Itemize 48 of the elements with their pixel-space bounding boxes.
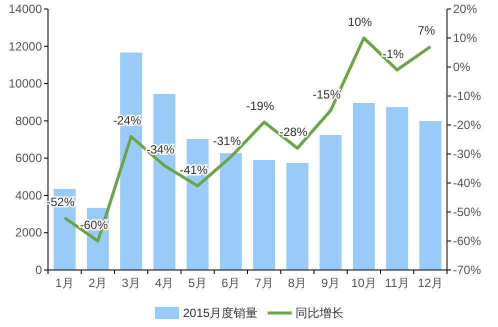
y2-tick-label: -50% [453, 205, 482, 219]
y2-tick-label: 0% [453, 60, 471, 74]
x-tick-label: 12月 [418, 276, 444, 290]
x-tick-label: 6月 [222, 276, 240, 290]
y-tick-label: 6000 [15, 151, 42, 166]
bar [220, 153, 242, 270]
bar [320, 135, 342, 270]
data-label: -19% [246, 99, 274, 114]
x-tick-label: 9月 [321, 276, 340, 290]
x-tick-label: 7月 [254, 276, 274, 290]
y-tick-label: 14000 [8, 2, 42, 16]
y2-tick-label: 10% [453, 31, 478, 45]
bar [386, 107, 408, 270]
bar [419, 121, 442, 270]
y2-tick-label: -70% [453, 263, 482, 277]
y-tick-label: 8000 [15, 114, 42, 128]
data-label: -34% [146, 142, 175, 157]
y2-tick-label: 20% [453, 2, 478, 16]
y2-tick-label: -40% [453, 176, 482, 190]
y2-tick-label: -10% [453, 89, 482, 103]
y-tick-label: 2000 [15, 226, 42, 240]
bar [253, 160, 276, 270]
y-tick-label: 10000 [8, 76, 42, 91]
data-label: -31% [212, 134, 242, 148]
legend-label: 2015月度销量 [183, 306, 258, 320]
y-tick-label: 4000 [15, 188, 42, 202]
x-tick-label: 11月 [384, 276, 410, 290]
y2-tick-label: -60% [453, 234, 482, 248]
data-label: 7% [418, 24, 436, 38]
data-label: -1% [382, 46, 404, 61]
x-tick-label: 5月 [188, 276, 207, 290]
x-tick-label: 4月 [155, 276, 174, 290]
y-tick-label: 0 [35, 263, 42, 277]
x-tick-label: 10月 [351, 276, 377, 290]
x-tick-label: 1月 [55, 276, 74, 290]
data-label: -41% [180, 162, 208, 177]
data-label: 10% [348, 15, 372, 29]
y-tick-label: 12000 [8, 39, 42, 54]
y2-tick-label: -20% [453, 118, 482, 132]
x-tick-label: 2月 [88, 276, 108, 290]
x-tick-label: 3月 [122, 276, 140, 290]
legend-label: 同比增长 [296, 306, 344, 320]
data-label: -24% [113, 114, 142, 128]
x-tick-label: 8月 [288, 276, 307, 290]
y2-tick-label: -30% [453, 147, 482, 161]
data-label: -28% [279, 125, 308, 140]
bar [352, 102, 375, 270]
bar [286, 162, 308, 270]
